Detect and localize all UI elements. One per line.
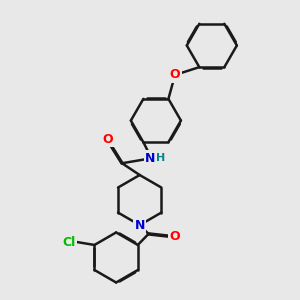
Text: O: O xyxy=(102,133,112,146)
Text: Cl: Cl xyxy=(63,236,76,248)
Text: N: N xyxy=(145,152,155,165)
Text: O: O xyxy=(170,230,180,243)
Text: N: N xyxy=(134,219,145,232)
Text: H: H xyxy=(156,153,166,163)
Text: O: O xyxy=(170,68,180,81)
